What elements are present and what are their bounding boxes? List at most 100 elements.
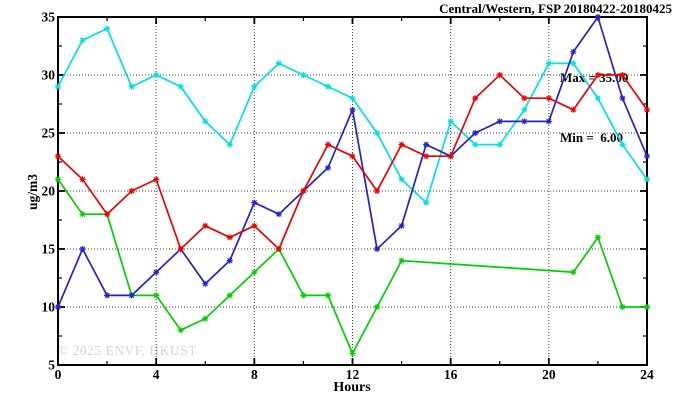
green-series-marker [300, 292, 307, 299]
cyan-series-marker [472, 141, 479, 148]
cyan-series-marker [374, 130, 381, 136]
red-series-marker [570, 106, 577, 113]
green-series-marker [594, 234, 601, 241]
cyan-series-marker [570, 60, 577, 67]
blue-series-marker [521, 118, 528, 125]
x-tick-label: 4 [153, 367, 160, 382]
cyan-series-marker [55, 83, 61, 90]
y-tick-label: 35 [42, 10, 56, 25]
blue-series-marker [644, 153, 650, 160]
blue-series-marker [496, 118, 503, 125]
red-series-marker [472, 95, 479, 102]
y-tick-label: 10 [42, 300, 56, 315]
cyan-series-marker [177, 83, 184, 90]
red-series-marker [447, 153, 454, 160]
blue-series-marker [251, 199, 258, 206]
red-series-marker [521, 95, 528, 102]
cyan-series-marker [226, 141, 233, 148]
red-series-marker [104, 211, 111, 218]
cyan-series-marker [619, 141, 626, 148]
y-tick-label: 30 [42, 68, 56, 83]
green-series-marker [374, 304, 381, 310]
cyan-series-marker [202, 118, 209, 125]
blue-series-marker [398, 222, 405, 229]
red-series-marker [594, 72, 601, 78]
red-series-marker [374, 188, 381, 194]
green-series-marker [55, 176, 61, 183]
red-series-marker [128, 188, 135, 194]
green-series-marker [324, 292, 331, 299]
cyan-series-marker [521, 106, 528, 113]
plot-border [57, 16, 648, 366]
cyan-series-marker [153, 72, 160, 78]
cyan-series-marker [496, 141, 503, 148]
x-tick-label: 20 [542, 367, 556, 382]
blue-series-marker [202, 280, 209, 287]
green-series-marker [202, 315, 209, 322]
blue-series-marker [128, 292, 135, 299]
red-series-marker [202, 222, 209, 229]
red-series-marker [226, 234, 233, 241]
blue-series-marker [79, 246, 86, 252]
red-series-marker [423, 153, 430, 160]
red-series-marker [496, 72, 503, 78]
green-series-marker [398, 257, 405, 264]
cyan-series-marker [398, 176, 405, 183]
cyan-series-marker [104, 25, 111, 32]
blue-series-marker [472, 130, 479, 136]
y-tick-label: 5 [48, 358, 55, 373]
red-series-marker [398, 141, 405, 148]
red-series-marker [644, 106, 650, 113]
green-series-marker [226, 292, 233, 299]
green-series-marker [177, 327, 184, 334]
red-series-marker [251, 222, 258, 229]
cyan-series-marker [447, 118, 454, 125]
x-tick-label: 24 [640, 367, 654, 382]
red-series-marker [619, 72, 626, 78]
blue-series-marker [55, 304, 61, 310]
red-series-marker [349, 153, 356, 160]
cyan-series-marker [79, 37, 86, 44]
x-axis-title: Hours [333, 380, 371, 395]
cyan-series-marker [324, 83, 331, 90]
blue-series-marker [545, 118, 552, 125]
green-series-marker [153, 292, 160, 299]
green-series-marker [251, 269, 258, 276]
watermark: © 2025 ENVF, HKUST [58, 343, 197, 358]
red-series-marker [300, 188, 307, 194]
chart-title: Central/Western, FSP 20180422-20180425 [439, 1, 672, 16]
blue-series-marker [374, 246, 381, 252]
x-tick-label: 0 [55, 367, 62, 382]
green-series-marker [570, 269, 577, 276]
cyan-series-marker [545, 60, 552, 67]
red-series-marker [55, 153, 61, 160]
blue-series-marker [275, 211, 282, 218]
y-tick-label: 20 [42, 184, 56, 199]
x-tick-label: 8 [251, 367, 258, 382]
x-tick-label: 12 [346, 367, 360, 382]
red-series-marker [79, 176, 86, 183]
red-series-marker [177, 246, 184, 252]
green-series-marker [79, 211, 86, 218]
cyan-series-marker [349, 95, 356, 102]
red-series-marker [275, 246, 282, 252]
red-series-marker [153, 176, 160, 183]
cyan-series-marker [275, 60, 282, 67]
cyan-series-marker [300, 72, 307, 78]
blue-series-marker [226, 257, 233, 264]
red-series-marker [545, 95, 552, 102]
green-series-marker [619, 304, 626, 310]
blue-series-marker [594, 14, 601, 20]
blue-series-marker [153, 269, 160, 276]
blue-series-marker [349, 106, 356, 113]
red-series-marker [324, 141, 331, 148]
cyan-series-marker [128, 83, 135, 90]
x-tick-label: 16 [444, 367, 458, 382]
blue-series-marker [570, 48, 577, 55]
y-tick-label: 15 [42, 242, 56, 257]
green-series-marker [644, 304, 650, 310]
cyan-series-marker [594, 95, 601, 102]
blue-series-marker [423, 141, 430, 148]
